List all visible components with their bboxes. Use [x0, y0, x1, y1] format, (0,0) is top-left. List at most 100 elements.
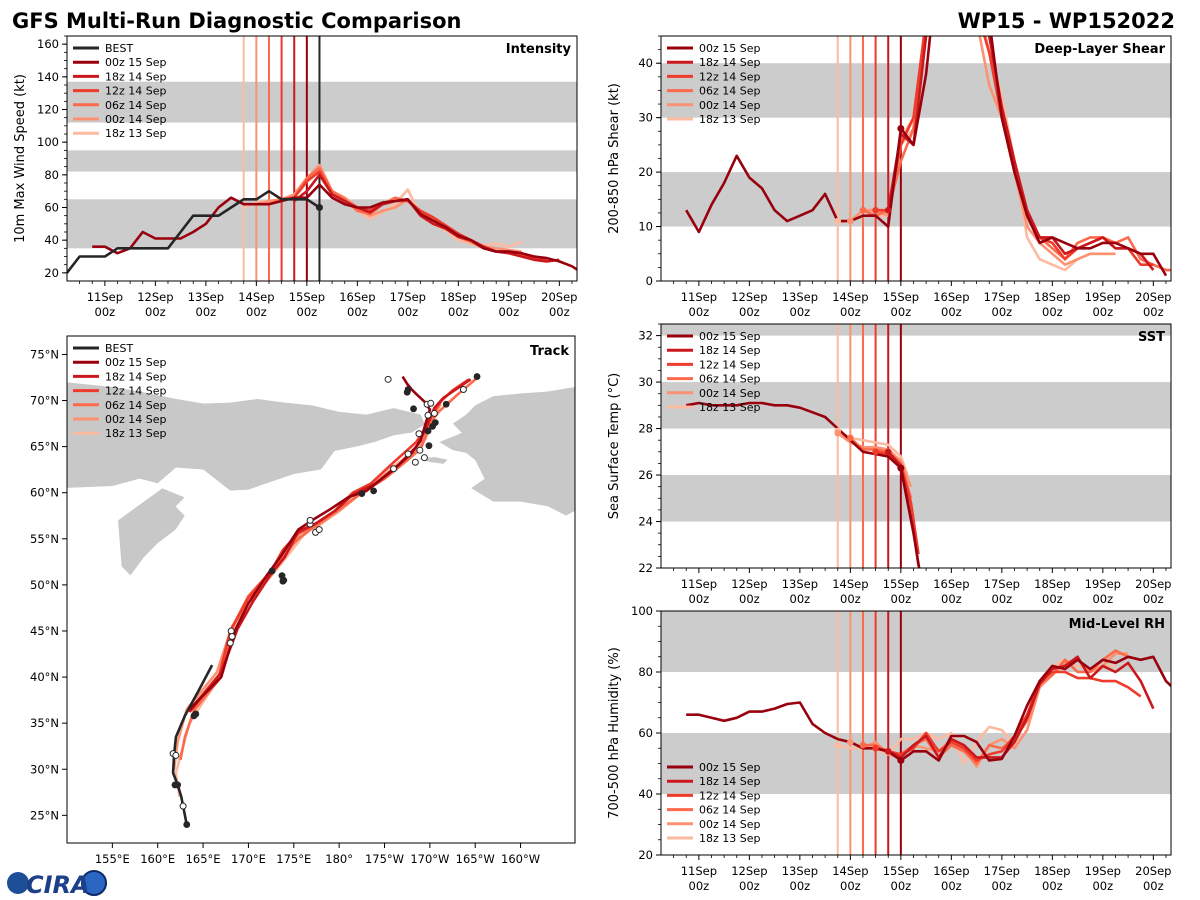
rh-xtick-label-hour: 00z	[1042, 879, 1063, 893]
shear-xtick-label-day: 18Sep	[1034, 290, 1070, 304]
rh-ytick-label: 60	[638, 726, 653, 740]
intensity-xtick-label-hour: 00z	[549, 305, 570, 319]
intensity-xtick-label-hour: 00z	[196, 305, 217, 319]
rh-legend-label: 00z 14 Sep	[699, 818, 761, 831]
track-marker-open	[427, 399, 435, 407]
rh-xtick-label-day: 20Sep	[1135, 864, 1171, 878]
rh-init-point	[847, 738, 854, 746]
track-marker-open	[420, 454, 428, 462]
shear-xtick-label-hour: 00z	[840, 305, 861, 319]
sst-ylabel: Sea Surface Temp (°C)	[607, 373, 622, 520]
sst-series-00z-14-sep	[836, 432, 913, 488]
track-marker-open	[306, 516, 314, 524]
track-marker-filled	[280, 576, 288, 584]
track-lat-label: 65°N	[30, 440, 59, 454]
sst-xtick-label-day: 16Sep	[933, 577, 969, 591]
rh-ylabel: 700-500 hPa Humidity (%)	[607, 647, 622, 819]
intensity-series-best	[67, 189, 321, 274]
rh-xtick-label-hour: 00z	[1092, 879, 1113, 893]
rh-ytick-label: 80	[638, 665, 653, 679]
track-marker-filled	[171, 781, 179, 789]
track-marker-open	[227, 627, 235, 635]
track-lat-label: 75°N	[30, 347, 59, 361]
rh-xtick-label-hour: 00z	[891, 879, 912, 893]
track-legend-label: BEST	[105, 342, 133, 355]
track-marker-filled	[425, 442, 433, 450]
track-lon-label: 160°E	[140, 852, 175, 866]
shear-xtick-label-hour: 00z	[941, 305, 962, 319]
sst-legend-label: 12z 14 Sep	[699, 358, 761, 371]
track-marker-open	[411, 458, 419, 466]
intensity-xtick-label-day: 17Sep	[390, 290, 426, 304]
shear-init-point	[872, 206, 879, 214]
track-lon-label: 180°	[325, 852, 353, 866]
intensity-legend-label: 18z 13 Sep	[105, 127, 167, 140]
intensity-ytick-label: 140	[37, 70, 59, 84]
figure-title-right: WP15 - WP152022	[958, 9, 1175, 33]
sst-xtick-label-hour: 00z	[1092, 592, 1113, 606]
sst-xtick-label-day: 14Sep	[832, 577, 868, 591]
rh-xtick-label-day: 15Sep	[883, 864, 919, 878]
track-marker-open	[179, 802, 187, 810]
intensity-panel: 2040608010012014016011Sep00z12Sep00z13Se…	[13, 35, 578, 319]
rh-legend-label: 18z 14 Sep	[699, 775, 761, 788]
intensity-band-1	[67, 150, 577, 172]
shear-xtick-label-day: 14Sep	[832, 290, 868, 304]
track-marker-open	[424, 411, 432, 419]
track-lon-label: 165°W	[456, 852, 495, 866]
track-lat-label: 50°N	[30, 578, 59, 592]
intensity-xtick-label-hour: 00z	[145, 305, 166, 319]
track-lat-label: 40°N	[30, 670, 59, 684]
rh-init-point	[884, 748, 892, 755]
sst-legend-label: 18z 14 Sep	[699, 344, 761, 357]
intensity-series-18z-14-sep	[293, 173, 560, 263]
rh-init-point	[859, 741, 867, 749]
rh-xtick-label-day: 14Sep	[832, 864, 868, 878]
sst-xtick-label-day: 11Sep	[681, 577, 717, 591]
track-marker-open	[390, 465, 398, 473]
sst-init-point	[897, 464, 905, 472]
sst-xtick-label-hour: 00z	[1143, 592, 1164, 606]
sst-xtick-label-day: 18Sep	[1034, 577, 1070, 591]
shear-xtick-label-hour: 00z	[689, 305, 710, 319]
track-marker-open	[226, 639, 234, 647]
intensity-ytick-label: 20	[44, 266, 59, 280]
shear-ytick-label: 10	[638, 220, 653, 234]
rh-legend-label: 18z 13 Sep	[699, 832, 761, 845]
intensity-xtick-label-day: 12Sep	[137, 290, 173, 304]
intensity-xtick-label-day: 14Sep	[238, 290, 274, 304]
sst-init-point	[872, 448, 879, 456]
shear-xtick-label-day: 12Sep	[731, 290, 767, 304]
intensity-xtick-label-day: 11Sep	[87, 290, 123, 304]
sst-plot-area	[661, 324, 1171, 568]
track-marker-filled	[183, 821, 191, 828]
track-frame	[66, 335, 576, 844]
track-lon-label: 170°E	[231, 852, 266, 866]
sst-xtick-label-hour: 00z	[891, 592, 912, 606]
intensity-xtick-label-day: 19Sep	[491, 290, 527, 304]
track-lat-label: 55°N	[30, 532, 59, 546]
track-legend-label: 18z 13 Sep	[105, 427, 167, 440]
track-legend-label: 06z 14 Sep	[105, 399, 167, 412]
shear-series-06z-14-sep	[862, 36, 1171, 272]
intensity-ylabel: 10m Max Wind Speed (kt)	[13, 74, 28, 243]
intensity-ytick-label: 120	[37, 103, 59, 117]
intensity-xtick-label-hour: 00z	[297, 305, 318, 319]
shear-init-point	[897, 125, 905, 133]
shear-xtick-label-hour: 00z	[891, 305, 912, 319]
sst-panel: 22242628303211Sep00z12Sep00z13Sep00z14Se…	[607, 323, 1172, 606]
sst-xtick-label-hour: 00z	[941, 592, 962, 606]
track-marker-open	[416, 446, 424, 454]
track-lon-label: 155°E	[95, 852, 130, 866]
sst-init-point	[834, 429, 842, 437]
shear-legend-label: 06z 14 Sep	[699, 85, 761, 98]
shear-xtick-label-day: 20Sep	[1135, 290, 1171, 304]
rh-xtick-label-hour: 00z	[840, 879, 861, 893]
rh-legend-label: 00z 15 Sep	[699, 761, 761, 774]
track-marker-filled	[190, 712, 198, 720]
rh-xtick-label-hour: 00z	[992, 879, 1013, 893]
rh-series-00z-15-sep	[686, 655, 1171, 762]
track-marker-open	[415, 430, 423, 438]
track-marker-open	[172, 751, 180, 759]
shear-xtick-label-hour: 00z	[1143, 305, 1164, 319]
